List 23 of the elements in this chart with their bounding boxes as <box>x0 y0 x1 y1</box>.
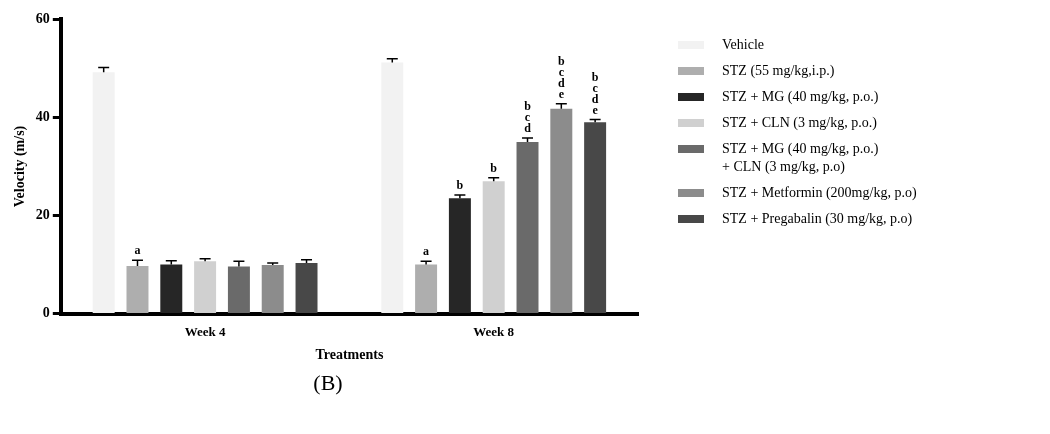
legend-label: STZ + MG (40 mg/kg, p.o.) + CLN (3 mg/kg, p.o) <box>722 140 879 176</box>
data-label: bcde <box>591 69 599 117</box>
data-label: a <box>423 244 430 259</box>
x-tick-label: Week 8 <box>473 323 515 339</box>
text: (B) <box>312 370 344 396</box>
legend-label: Vehicle <box>722 36 764 54</box>
legend-label: STZ + Metformin (200mg/kg, p.o) <box>722 184 917 202</box>
legend-label: STZ + CLN (3 mg/kg, p.o.) <box>722 114 877 132</box>
legend-label: STZ + MG (40 mg/kg, p.o.) <box>722 88 879 106</box>
legend-label: STZ (55 mg/kg,i.p.) <box>722 62 835 80</box>
y-tick-label: 60 <box>35 11 50 27</box>
data-label: bcde <box>557 53 565 101</box>
data-label: a <box>134 243 141 258</box>
x-axis-title: Treatments <box>315 347 384 363</box>
data-label: bcd <box>524 99 532 136</box>
x-tick-label: Week 4 <box>184 323 226 339</box>
legend-label: STZ + Pregabalin (30 mg/kg, p.o) <box>722 210 913 228</box>
y-axis-title: Velocity (m/s) <box>12 125 29 208</box>
y-tick-label: 40 <box>35 109 50 125</box>
y-tick-label: 20 <box>35 207 50 223</box>
y-tick-label: 0 <box>42 305 50 321</box>
data-label: b <box>456 178 464 193</box>
data-label: b <box>490 160 498 175</box>
